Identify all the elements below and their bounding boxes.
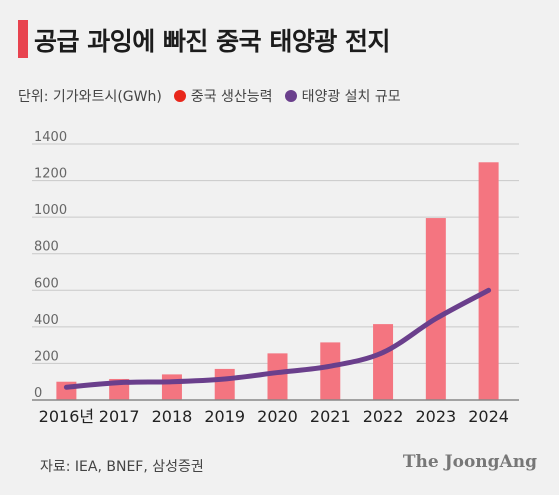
legend-label-production: 중국 생산능력 bbox=[190, 89, 273, 105]
x-tick-label: 2018 bbox=[152, 407, 193, 426]
chart-title: 공급 과잉에 빠진 중국 태양광 전지 bbox=[34, 27, 391, 56]
legend-dot-installation bbox=[284, 90, 297, 102]
x-tick-label: 2021 bbox=[310, 407, 351, 426]
y-tick-label: 400 bbox=[34, 313, 59, 328]
legend-dot-production bbox=[173, 90, 186, 102]
y-tick-label: 600 bbox=[34, 276, 59, 291]
bar bbox=[214, 368, 235, 400]
brand-logo: The JoongAng bbox=[402, 452, 537, 472]
y-tick-label: 800 bbox=[34, 240, 59, 255]
legend-item-installation: 태양광 설치 규모 bbox=[284, 86, 401, 106]
bar bbox=[425, 218, 446, 400]
y-tick-label: 0 bbox=[34, 386, 42, 401]
x-tick-label: 2023 bbox=[415, 407, 456, 426]
y-tick-label: 1000 bbox=[34, 203, 67, 218]
bar bbox=[320, 342, 341, 400]
x-tick-label: 2016년 bbox=[39, 407, 94, 426]
y-tick-label: 1400 bbox=[34, 130, 67, 145]
legend-label-installation: 태양광 설치 규모 bbox=[301, 89, 401, 105]
bar bbox=[161, 374, 182, 400]
x-tick-label: 2017 bbox=[99, 407, 140, 426]
x-tick-label: 2022 bbox=[363, 407, 404, 426]
x-tick-label: 2020 bbox=[257, 407, 298, 426]
legend: 단위: 기가와트시(GWh) 중국 생산능력 태양광 설치 규모 bbox=[18, 86, 413, 106]
bar bbox=[267, 353, 288, 400]
x-tick-label: 2019 bbox=[204, 407, 245, 426]
source-note: 자료: IEA, BNEF, 삼성증권 bbox=[40, 459, 204, 475]
title-accent-bar bbox=[18, 20, 28, 58]
x-tick-label: 2024 bbox=[468, 407, 509, 426]
bar bbox=[478, 162, 499, 400]
y-tick-label: 1200 bbox=[34, 167, 67, 182]
unit-label: 단위: 기가와트시(GWh) bbox=[18, 89, 162, 105]
chart-plot: 0 200 400 600 800 1000 1200 1400 2016년 2017 2018 20… bbox=[32, 130, 519, 426]
legend-item-production: 중국 생산능력 bbox=[173, 86, 273, 106]
bar bbox=[373, 324, 394, 400]
y-tick-label: 200 bbox=[34, 349, 59, 364]
